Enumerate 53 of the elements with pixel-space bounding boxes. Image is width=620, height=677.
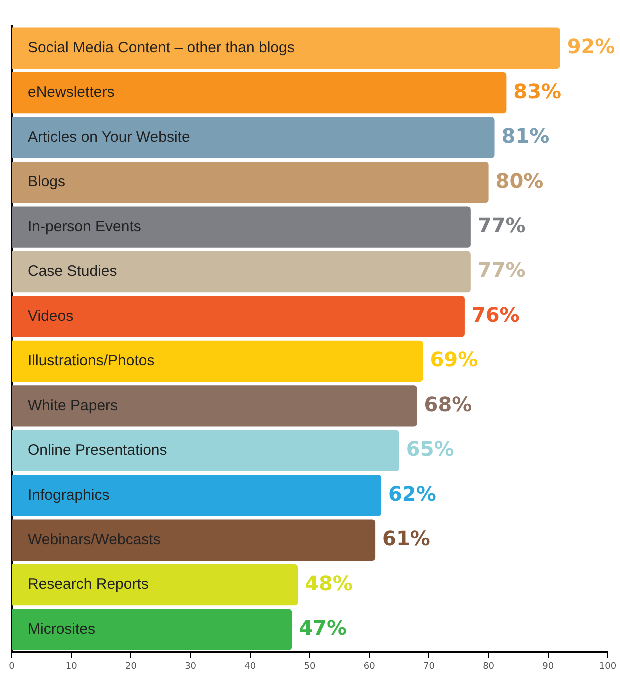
x-tick-label: 60: [364, 662, 376, 672]
bar: [12, 520, 376, 561]
bar: [12, 296, 465, 338]
x-tick-label: 30: [185, 662, 197, 672]
data-label: 81%: [502, 124, 550, 148]
data-label: 61%: [382, 526, 430, 551]
y-tick-label: Blogs: [28, 174, 66, 191]
bar: [12, 251, 471, 293]
bar: [12, 206, 471, 248]
bar: [12, 117, 495, 158]
data-label: 62%: [388, 482, 436, 506]
bar: [12, 28, 560, 69]
bar: [12, 72, 507, 114]
data-label: 83%: [514, 79, 562, 104]
data-label: 77%: [478, 258, 526, 282]
data-label: 69%: [430, 348, 478, 372]
y-tick-label: Microsites: [28, 620, 96, 638]
bar: [12, 475, 382, 516]
data-label: 65%: [406, 437, 454, 462]
y-tick-label: Online Presentations: [28, 442, 168, 460]
y-tick-label: Infographics: [28, 486, 110, 504]
y-tick-label: Articles on Your Website: [28, 128, 190, 146]
y-tick-label: Illustrations/Photos: [28, 352, 155, 370]
y-tick-label: White Papers: [28, 397, 118, 414]
bar: [12, 564, 298, 606]
data-label: 92%: [567, 34, 616, 59]
y-tick-label: Case Studies: [28, 263, 118, 280]
bar: [12, 340, 424, 382]
bar: [12, 386, 418, 427]
bar: [12, 609, 292, 650]
data-label: 48%: [305, 571, 353, 596]
y-tick-label: Webinars/Webcasts: [28, 532, 161, 549]
y-tick-label: Research Reports: [28, 576, 149, 594]
data-label: 68%: [424, 392, 472, 416]
x-tick-label: 40: [244, 662, 256, 672]
data-label: 47%: [299, 616, 347, 640]
x-tick-label: 0: [9, 662, 16, 672]
x-tick-label: 20: [125, 662, 138, 672]
x-tick-label: 80: [483, 662, 495, 672]
data-label: 80%: [496, 168, 544, 193]
y-tick-label: Social Media Content – other than blogs: [28, 40, 295, 57]
bar: [12, 430, 400, 472]
data-label: 77%: [478, 213, 526, 238]
x-tick-label: 100: [599, 662, 617, 672]
bar: [12, 162, 489, 204]
x-tick-label: 90: [542, 662, 554, 672]
y-tick-label: In-person Events: [28, 218, 142, 236]
x-tick-label: 50: [304, 662, 316, 672]
x-tick-label: 10: [66, 662, 78, 672]
data-label: 76%: [472, 302, 520, 327]
y-tick-label: eNewsletters: [28, 84, 115, 102]
x-tick-label: 70: [423, 662, 436, 672]
y-tick-label: Videos: [28, 308, 74, 325]
